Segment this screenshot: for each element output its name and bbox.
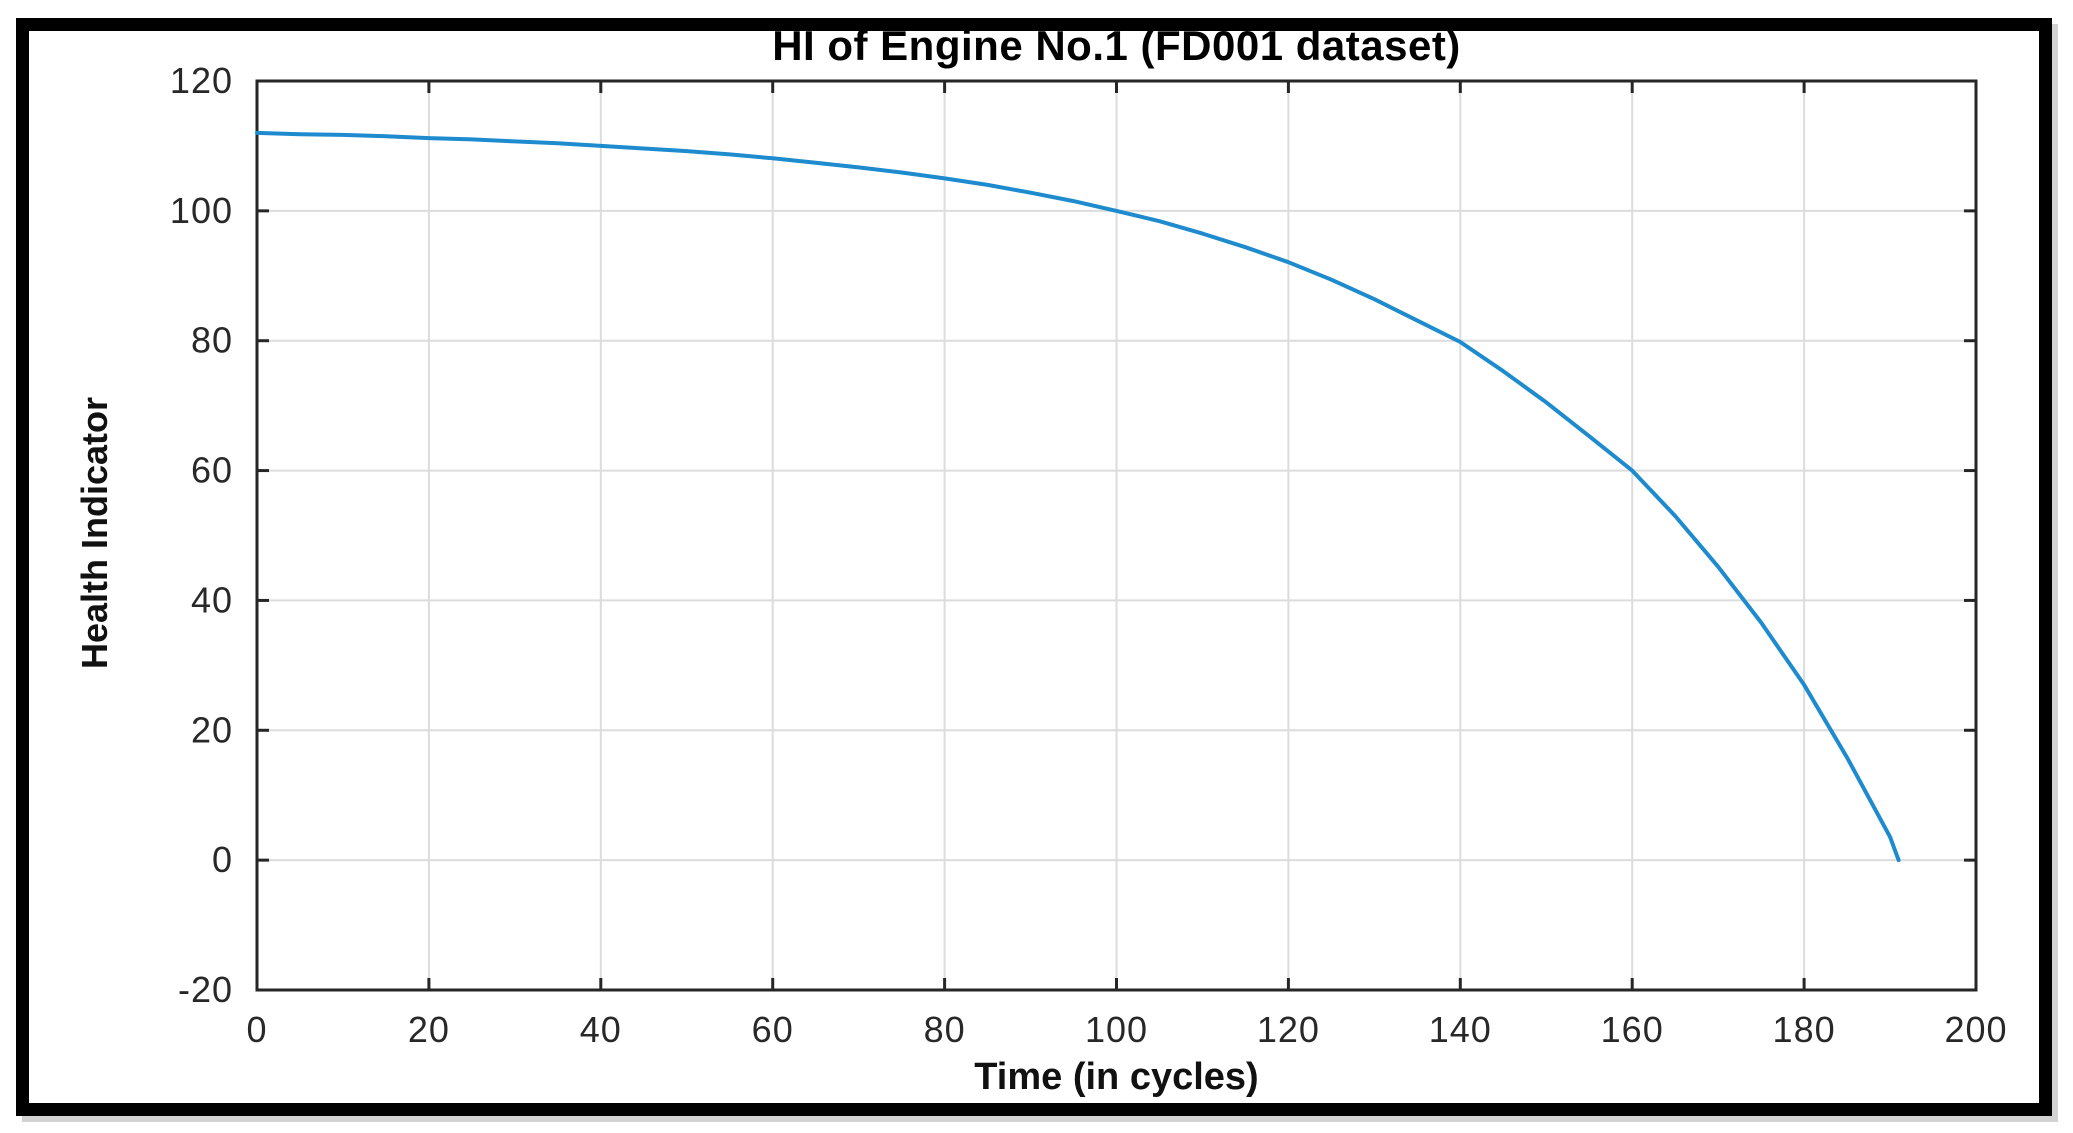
x-tick-label: 60 (752, 1009, 794, 1050)
y-tick-label: 40 (191, 579, 233, 620)
y-tick-label: 100 (170, 190, 233, 231)
x-tick-label: 120 (1257, 1009, 1320, 1050)
x-axis-label: Time (in cycles) (974, 1056, 1259, 1098)
x-tick-label: 160 (1601, 1009, 1664, 1050)
y-tick-label: 60 (191, 450, 233, 491)
chart-title: HI of Engine No.1 (FD001 dataset) (772, 22, 1461, 69)
y-tick-label: 0 (212, 839, 233, 880)
figure-border (16, 18, 2052, 1116)
x-tick-label: 140 (1429, 1009, 1492, 1050)
health-indicator-curve (255, 130, 1901, 863)
y-tick-label: 20 (191, 709, 233, 750)
x-tick-label: 180 (1773, 1009, 1836, 1050)
y-tick-label: 80 (191, 320, 233, 361)
y-tick-label: 120 (170, 60, 233, 101)
y-tick-label: -20 (178, 969, 233, 1010)
x-tick-label: 20 (408, 1009, 450, 1050)
x-tick-label: 80 (924, 1009, 966, 1050)
x-tick-label: 40 (580, 1009, 622, 1050)
x-tick-label: 200 (1944, 1009, 2007, 1050)
x-tick-label: 0 (246, 1009, 267, 1050)
x-tick-label: 100 (1085, 1009, 1148, 1050)
axes-box (255, 79, 1978, 992)
